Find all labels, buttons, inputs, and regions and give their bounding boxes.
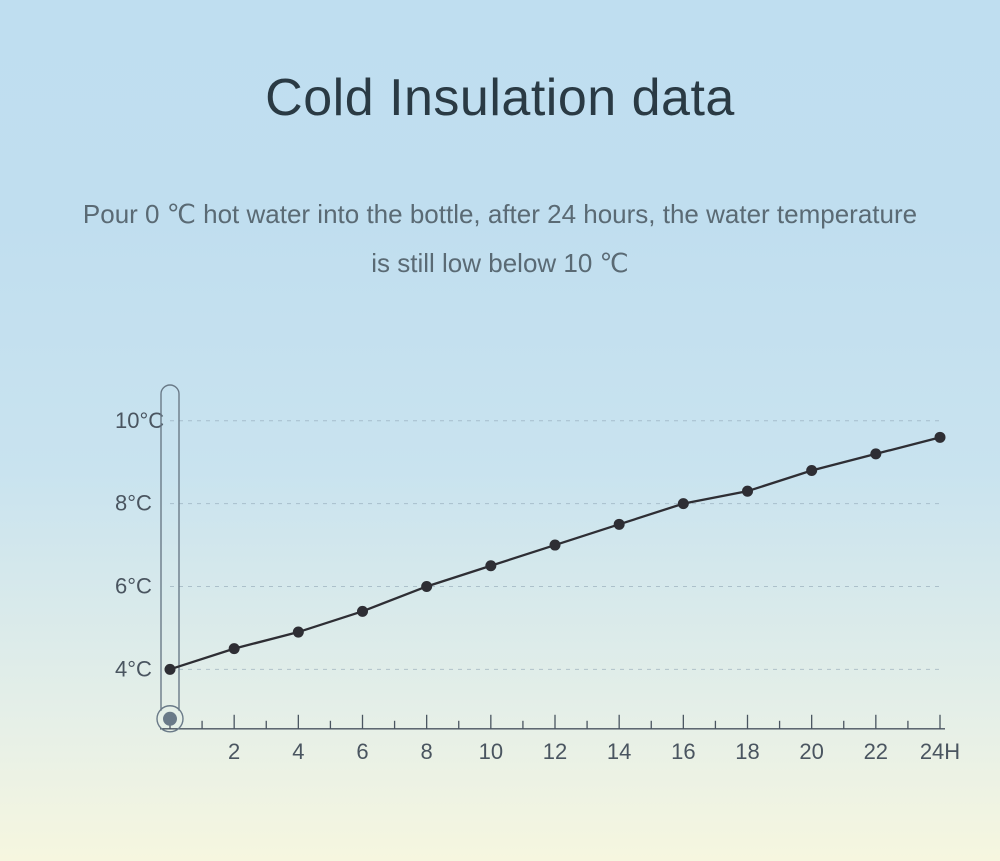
page-title: Cold Insulation data (0, 68, 1000, 128)
line-chart: 4°C 6°C 8°C 10°C 2 4 6 8 10 12 14 16 18 20 22 24H (75, 380, 960, 811)
data-point (229, 643, 240, 654)
y-tick-label: 4°C (115, 656, 152, 681)
x-tick-label: 12 (543, 739, 567, 764)
data-point (806, 465, 817, 476)
thermometer-icon (161, 385, 179, 711)
data-point (485, 560, 496, 571)
x-tick-label: 8 (421, 739, 433, 764)
data-point (935, 432, 946, 443)
data-point (742, 486, 753, 497)
x-tick-label: 6 (356, 739, 368, 764)
y-tick-label: 6°C (115, 573, 152, 598)
y-tick-label: 10°C (115, 408, 164, 433)
x-tick-label: 10 (479, 739, 503, 764)
x-tick-label: 4 (292, 739, 304, 764)
data-point (870, 448, 881, 459)
page-subtitle: Pour 0 ℃ hot water into the bottle, afte… (80, 190, 920, 289)
data-series-line (170, 437, 940, 669)
x-tick-label: 2 (228, 739, 240, 764)
x-tick-label: 20 (799, 739, 823, 764)
data-point (165, 664, 176, 675)
data-point (550, 540, 561, 551)
chart-container: 4°C 6°C 8°C 10°C 2 4 6 8 10 12 14 16 18 20 22 24H (75, 380, 960, 811)
infographic-canvas: Cold Insulation data Pour 0 ℃ hot water … (0, 0, 1000, 861)
data-point (678, 498, 689, 509)
x-tick-label: 24H (920, 739, 960, 764)
data-point (357, 606, 368, 617)
data-point (293, 627, 304, 638)
x-tick-label: 16 (671, 739, 695, 764)
x-tick-label: 14 (607, 739, 631, 764)
y-tick-label: 8°C (115, 491, 152, 516)
data-point (421, 581, 432, 592)
x-tick-label: 18 (735, 739, 759, 764)
x-tick-label: 22 (864, 739, 888, 764)
data-point (614, 519, 625, 530)
